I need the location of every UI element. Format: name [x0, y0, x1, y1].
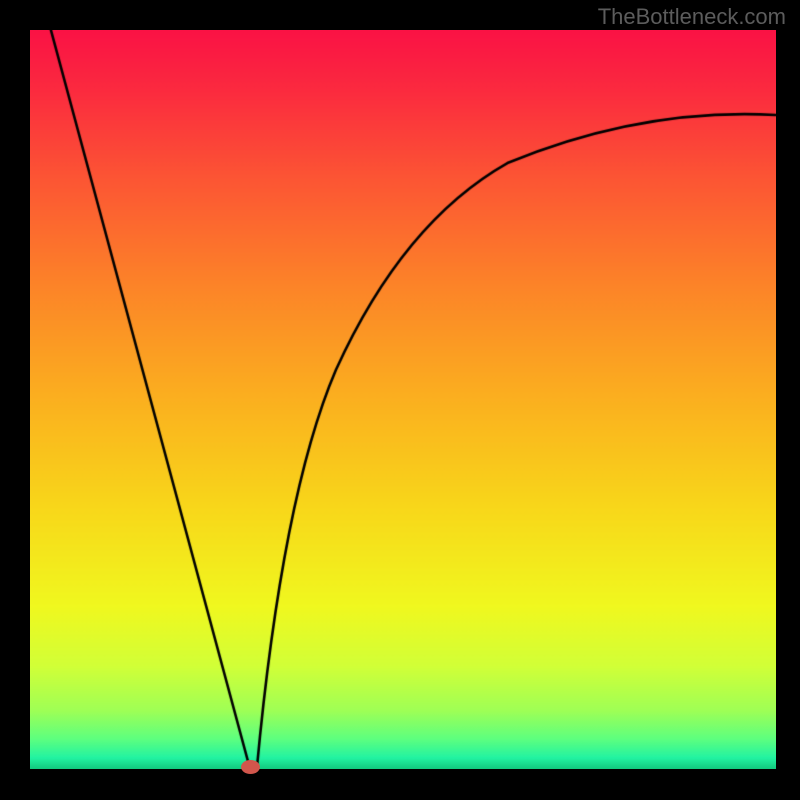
minimum-marker [241, 760, 260, 774]
bottleneck-curve [30, 30, 776, 769]
watermark-text: TheBottleneck.com [598, 4, 786, 30]
plot-area [30, 30, 776, 769]
chart-stage: TheBottleneck.com [0, 0, 800, 800]
